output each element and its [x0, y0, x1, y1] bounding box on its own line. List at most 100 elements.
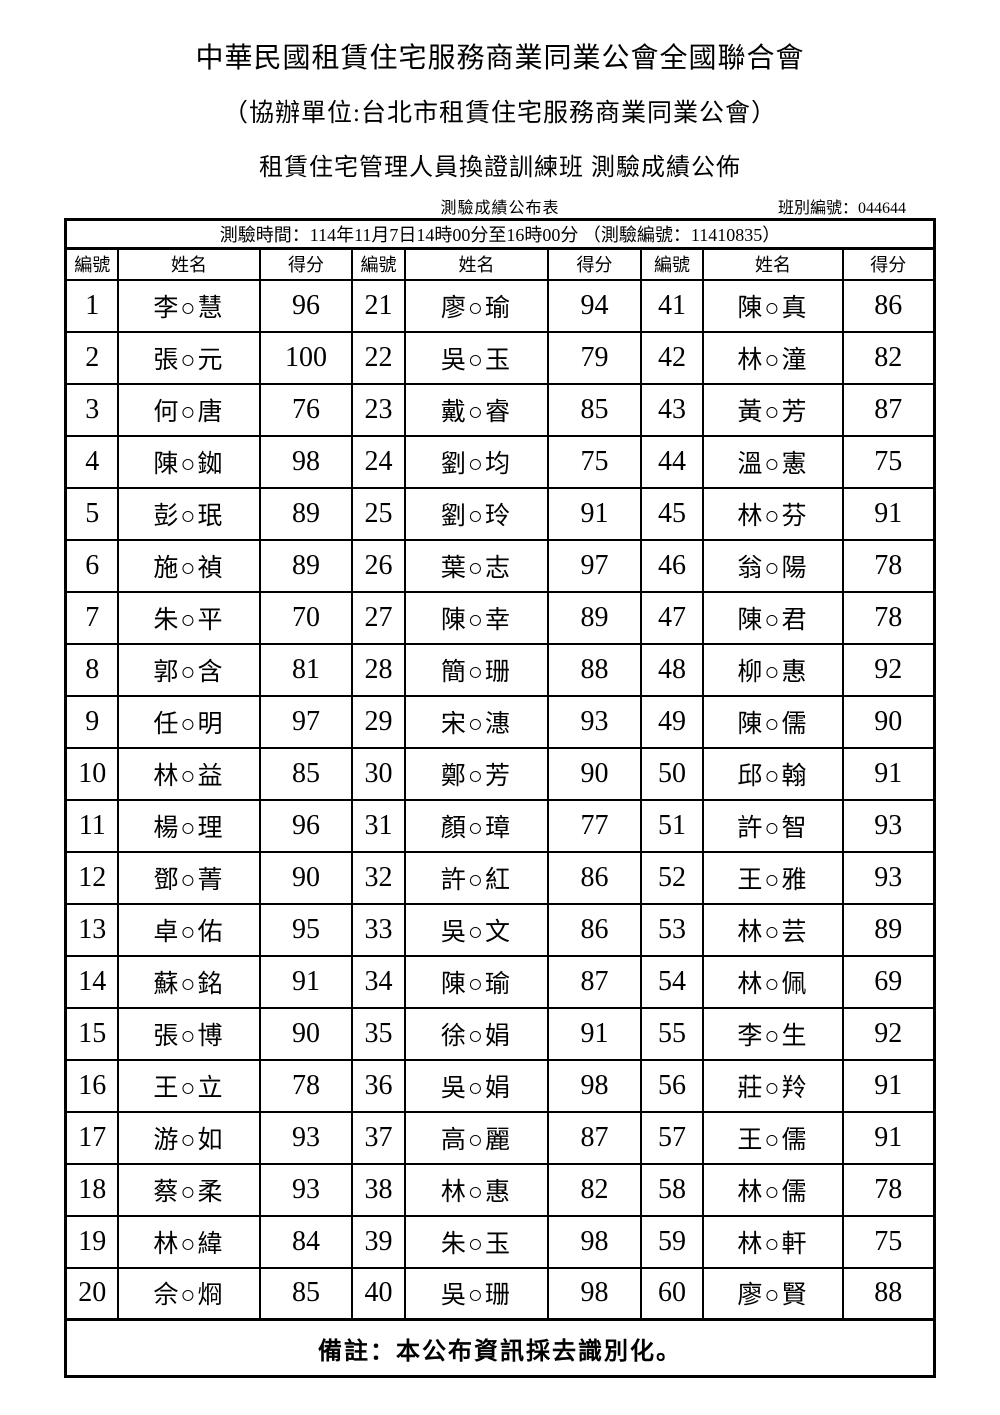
entry-number: 18	[64, 1162, 119, 1217]
entry-name: 徐○娟	[403, 1006, 549, 1061]
entry-number: 22	[350, 330, 406, 385]
entry-number: 28	[350, 642, 406, 697]
course-title: 租賃住宅管理人員換證訓練班 測驗成績公佈	[259, 155, 741, 181]
entry-name: 林○潼	[701, 330, 844, 385]
entry-score: 86	[546, 850, 642, 905]
entry-number: 4	[64, 434, 119, 489]
entry-score: 95	[258, 902, 353, 957]
entry-score: 96	[258, 798, 353, 853]
entry-number: 1	[64, 278, 119, 333]
entry-number: 16	[64, 1058, 119, 1113]
entry-score: 77	[546, 798, 642, 853]
entry-score: 87	[546, 1110, 642, 1165]
entry-number: 19	[64, 1214, 119, 1269]
entry-score: 98	[546, 1266, 642, 1321]
entry-score: 97	[546, 538, 642, 593]
entry-number: 40	[350, 1266, 406, 1321]
entry-number: 52	[639, 850, 704, 905]
entry-score: 89	[841, 902, 936, 957]
entry-score: 88	[546, 642, 642, 697]
entry-number: 31	[350, 798, 406, 853]
entry-name: 陳○瑜	[403, 954, 549, 1009]
score-table: 測驗時間：114年11月7日14時00分至16時00分 （測驗編號：114108…	[64, 218, 936, 1378]
entry-number: 34	[350, 954, 406, 1009]
footer-note-row: 備註：本公布資訊採去識別化。	[64, 1318, 936, 1378]
entry-name: 陳○真	[701, 278, 844, 333]
entry-score: 89	[546, 590, 642, 645]
col-header-score: 得分	[546, 247, 642, 281]
table-row: 12 鄧○菁 90 32 許○紅 86 52 王○雅 93	[64, 850, 936, 905]
entry-score: 82	[841, 330, 936, 385]
entry-score: 91	[841, 1110, 936, 1165]
entry-number: 57	[639, 1110, 704, 1165]
entry-name: 許○紅	[403, 850, 549, 905]
entry-number: 32	[350, 850, 406, 905]
entry-number: 55	[639, 1006, 704, 1061]
entry-name: 翁○陽	[701, 538, 844, 593]
entry-number: 39	[350, 1214, 406, 1269]
entry-score: 89	[258, 486, 353, 541]
entry-name: 陳○君	[701, 590, 844, 645]
table-row: 5 彭○珉 89 25 劉○玲 91 45 林○芬 91	[64, 486, 936, 541]
entry-name: 王○雅	[701, 850, 844, 905]
entry-score: 86	[546, 902, 642, 957]
entry-score: 93	[258, 1162, 353, 1217]
entry-number: 46	[639, 538, 704, 593]
table-row: 10 林○益 85 30 鄭○芳 90 50 邱○翰 91	[64, 746, 936, 801]
entry-score: 89	[258, 538, 353, 593]
entry-number: 53	[639, 902, 704, 957]
entry-score: 79	[546, 330, 642, 385]
table-row: 9 任○明 97 29 宋○潓 93 49 陳○儒 90	[64, 694, 936, 749]
entry-name: 劉○玲	[403, 486, 549, 541]
entry-score: 92	[841, 1006, 936, 1061]
entry-number: 33	[350, 902, 406, 957]
entry-score: 91	[546, 1006, 642, 1061]
entry-number: 37	[350, 1110, 406, 1165]
entry-score: 96	[258, 278, 353, 333]
entry-score: 97	[258, 694, 353, 749]
col-header-number: 編號	[350, 247, 406, 281]
entry-number: 9	[64, 694, 119, 749]
entry-number: 12	[64, 850, 119, 905]
entry-name: 顏○璋	[403, 798, 549, 853]
main-title: 中華民國租賃住宅服務商業同業公會全國聯合會	[195, 43, 805, 74]
entry-number: 20	[64, 1266, 119, 1321]
entry-name: 林○緯	[116, 1214, 261, 1269]
entry-number: 41	[639, 278, 704, 333]
entry-score: 78	[841, 1162, 936, 1217]
entry-number: 14	[64, 954, 119, 1009]
entry-score: 90	[258, 850, 353, 905]
table-row: 19 林○緯 84 39 朱○玉 98 59 林○軒 75	[64, 1214, 936, 1269]
table-row: 18 蔡○柔 93 38 林○惠 82 58 林○儒 78	[64, 1162, 936, 1217]
score-table-body: 1 李○慧 96 21 廖○瑜 94 41 陳○真 86 2 張○元 100 22 吳○玉 79 42 林○潼 8…	[64, 278, 936, 1321]
entry-score: 84	[258, 1214, 353, 1269]
entry-name: 廖○賢	[701, 1266, 844, 1321]
entry-name: 游○如	[116, 1110, 261, 1165]
entry-number: 56	[639, 1058, 704, 1113]
entry-number: 36	[350, 1058, 406, 1113]
entry-score: 78	[841, 538, 936, 593]
entry-number: 48	[639, 642, 704, 697]
entry-score: 82	[546, 1162, 642, 1217]
document-header: 中華民國租賃住宅服務商業同業公會全國聯合會 （協辦單位:台北市租賃住宅服務商業同…	[0, 0, 1000, 182]
entry-score: 81	[258, 642, 353, 697]
entry-name: 彭○珉	[116, 486, 261, 541]
entry-score: 98	[546, 1058, 642, 1113]
entry-number: 25	[350, 486, 406, 541]
entry-name: 蘇○銘	[116, 954, 261, 1009]
entry-name: 黃○芳	[701, 382, 844, 437]
entry-name: 戴○睿	[403, 382, 549, 437]
table-row: 3 何○唐 76 23 戴○睿 85 43 黃○芳 87	[64, 382, 936, 437]
entry-number: 8	[64, 642, 119, 697]
column-header-row: 編號 姓名 得分 編號 姓名 得分 編號 姓名 得分	[64, 247, 936, 281]
entry-score: 100	[258, 330, 353, 385]
entry-number: 17	[64, 1110, 119, 1165]
entry-name: 吳○珊	[403, 1266, 549, 1321]
entry-number: 54	[639, 954, 704, 1009]
entry-number: 27	[350, 590, 406, 645]
entry-number: 60	[639, 1266, 704, 1321]
entry-score: 90	[258, 1006, 353, 1061]
entry-number: 47	[639, 590, 704, 645]
entry-name: 李○生	[701, 1006, 844, 1061]
